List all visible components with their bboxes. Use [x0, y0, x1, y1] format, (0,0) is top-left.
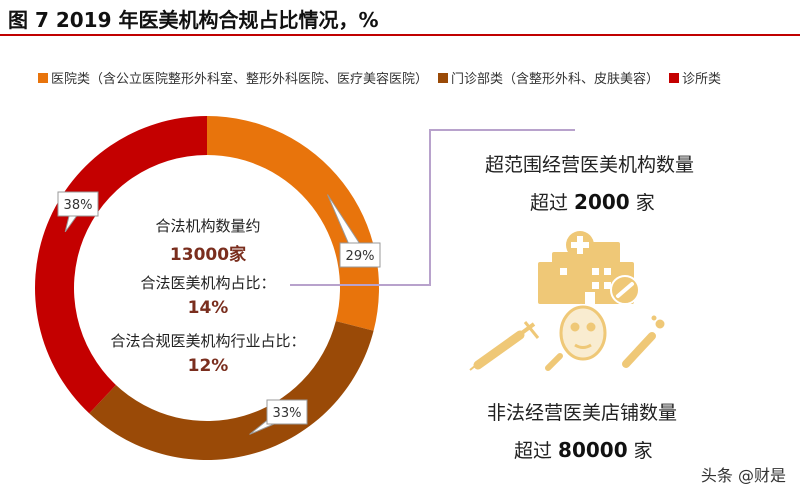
- legend-item-outpatient: 门诊部类（含整形外科、皮肤美容）: [438, 68, 659, 87]
- legend-swatch-outpatient: [438, 72, 449, 83]
- callout-line4: 超过 80000 家: [514, 436, 653, 463]
- hospital-icon: [538, 231, 640, 305]
- legend-label-hospital: 医院类（含公立医院整形外科室、整形外科医院、医疗美容医院）: [51, 72, 429, 87]
- face-mask-icon: [545, 305, 607, 371]
- data-label-hospital: 29%: [327, 194, 381, 268]
- callout-line2-value: 2000: [574, 190, 630, 214]
- callout-line4-value: 80000: [558, 438, 628, 462]
- data-label-outpatient-text: 33%: [273, 406, 302, 421]
- callout-line1: 超范围经营医美机构数量: [485, 154, 695, 176]
- center-value-compliant-share: 12%: [187, 356, 229, 376]
- callout-line4-suffix: 家: [627, 440, 653, 462]
- title-rule: [0, 34, 800, 36]
- syringe-icon: [469, 321, 540, 371]
- center-value-count: 13000家: [169, 245, 247, 265]
- legend-swatch-hospital: [38, 72, 48, 83]
- center-value-legal-share: 14%: [187, 298, 229, 318]
- legend-swatch-clinic: [669, 72, 680, 83]
- callout-line2: 超过 2000 家: [530, 188, 655, 215]
- callout-line4-prefix: 超过: [514, 440, 559, 462]
- legend-label-clinic: 诊所类: [682, 72, 722, 87]
- center-label-legal-share: 合法医美机构占比：: [140, 274, 276, 292]
- watermark: 头条 @财是: [700, 466, 786, 485]
- donut-slice-clinic: [34, 116, 207, 414]
- chart-legend: 医院类（含公立医院整形外科室、整形外科医院、医疗美容医院） 门诊部类（含整形外科…: [38, 68, 731, 87]
- data-label-outpatient: 33%: [249, 399, 308, 435]
- data-label-clinic-text: 38%: [64, 198, 93, 213]
- legend-label-outpatient: 门诊部类（含整形外科、皮肤美容）: [451, 72, 660, 87]
- callout-line3: 非法经营医美店铺数量: [487, 402, 678, 424]
- center-label-count: 合法机构数量约: [155, 217, 261, 235]
- center-label-compliant-share: 合法合规医美机构行业占比：: [110, 332, 306, 350]
- data-label-clinic: 38%: [57, 191, 99, 233]
- donut-slice-outpatient: [89, 321, 374, 460]
- callout-connector-line: [290, 129, 575, 286]
- figure-title: 图 7 2019 年医美机构合规占比情况，%: [8, 8, 379, 32]
- legend-item-hospital: 医院类（含公立医院整形外科室、整形外科医院、医疗美容医院）: [38, 68, 428, 87]
- callout-line2-suffix: 家: [629, 192, 655, 214]
- data-label-hospital-text: 29%: [346, 249, 375, 264]
- callout-line2-prefix: 超过: [530, 192, 575, 214]
- pill-icon: [622, 315, 665, 368]
- legend-item-clinic: 诊所类: [669, 68, 721, 87]
